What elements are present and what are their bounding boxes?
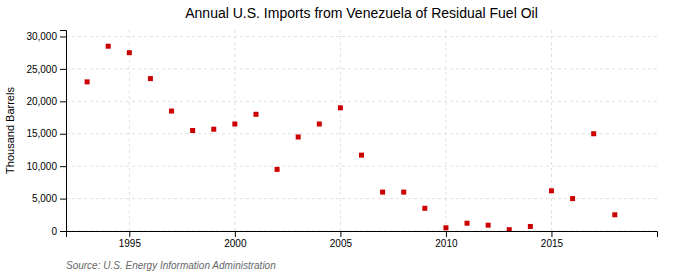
grid-line [551, 30, 552, 231]
y-tick-mark [60, 231, 66, 232]
y-tick-label: 5,000 [32, 193, 57, 204]
y-tick-label: 20,000 [26, 96, 57, 107]
point [106, 44, 111, 49]
grid [66, 30, 657, 231]
grid-line [66, 166, 657, 167]
point [211, 127, 216, 132]
point [507, 227, 512, 231]
y-tick-label: 10,000 [26, 161, 57, 172]
chart: 1995 2000 2005 2010 2015 0 5,000 10,000 15,000 20… [0, 0, 675, 275]
y-tick-mark [60, 101, 66, 102]
point [232, 122, 237, 127]
x-tick-label: 2005 [330, 238, 353, 249]
point [169, 109, 174, 114]
x-tick-mark [235, 231, 236, 237]
point [85, 79, 90, 84]
point [127, 50, 132, 55]
x-tick: 2000 [224, 231, 247, 249]
point [528, 224, 533, 229]
point [190, 128, 195, 133]
y-axis-line [60, 31, 67, 232]
title: Annual U.S. Imports from Venezuela of Re… [185, 5, 538, 21]
point [401, 190, 406, 195]
grid-line [129, 30, 130, 231]
plot-area: 1995 2000 2005 2010 2015 0 5,000 10,000 15,000 20… [26, 30, 657, 249]
y-tick-label: 25,000 [26, 64, 57, 75]
x-tick-mark [551, 231, 552, 237]
x-tick: 2005 [330, 231, 353, 249]
y-tick: 30,000 [26, 31, 66, 42]
y-tick: 15,000 [26, 128, 66, 139]
y-tick-label: 15,000 [26, 128, 57, 139]
grid-line [445, 30, 446, 231]
point [296, 134, 301, 139]
point [359, 153, 364, 158]
y-tick: 0 [51, 226, 66, 237]
x-tick-label: 2000 [224, 238, 247, 249]
point [549, 188, 554, 193]
grid-line [66, 68, 657, 69]
point [612, 212, 617, 217]
point [486, 223, 491, 228]
y-tick-label: 0 [51, 226, 57, 237]
point [148, 76, 153, 81]
grid-line [340, 30, 341, 231]
point [253, 112, 258, 117]
grid-line [66, 101, 657, 102]
point [465, 221, 470, 226]
y-tick-mark [60, 69, 66, 70]
x-tick: 1995 [119, 231, 142, 249]
x-tick-mark [446, 231, 447, 237]
point [317, 122, 322, 127]
grid-line [66, 36, 657, 37]
x-tick-label: 2010 [435, 238, 458, 249]
y-axis-title: Thousand Barrels [4, 87, 16, 174]
annotation: Source: U.S. Energy Information Administ… [66, 260, 276, 271]
y-tick: 5,000 [32, 193, 66, 204]
y-tick-label: 30,000 [26, 31, 57, 42]
point [380, 190, 385, 195]
grid-line [66, 198, 657, 199]
x-tick: 2010 [435, 231, 458, 249]
x-axis-line [67, 232, 658, 238]
y-tick: 10,000 [26, 161, 66, 172]
grid-line [234, 30, 235, 231]
point [443, 225, 448, 230]
y-tick-mark [60, 36, 66, 37]
x-tick-mark [340, 231, 341, 237]
y-tick-mark [60, 134, 66, 135]
y-tick-mark [60, 166, 66, 167]
point [338, 105, 343, 110]
x-tick: 2015 [541, 231, 564, 249]
points [85, 44, 618, 231]
y-tick: 25,000 [26, 64, 66, 75]
point [591, 131, 596, 136]
grid-line [66, 133, 657, 134]
point [570, 196, 575, 201]
x-axis: 1995 2000 2005 2010 2015 [67, 231, 658, 249]
x-tick-label: 2015 [541, 238, 564, 249]
point [275, 167, 280, 172]
y-tick: 20,000 [26, 96, 66, 107]
point [422, 206, 427, 211]
x-tick-mark [129, 231, 130, 237]
x-tick-label: 1995 [119, 238, 142, 249]
y-axis: 0 5,000 10,000 15,000 20,000 25,000 30,000 [26, 31, 66, 237]
y-tick-mark [60, 199, 66, 200]
